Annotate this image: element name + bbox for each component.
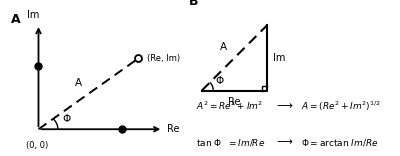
Text: (Re, Im): (Re, Im) xyxy=(146,54,180,63)
Text: Re: Re xyxy=(228,97,240,107)
Text: Φ: Φ xyxy=(62,114,70,124)
Text: A: A xyxy=(75,78,82,88)
Text: (0, 0): (0, 0) xyxy=(26,141,48,150)
Text: B: B xyxy=(189,0,199,8)
Text: Φ: Φ xyxy=(216,76,224,86)
Text: $A = (Re^2 + Im^2)^{1/2}$: $A = (Re^2 + Im^2)^{1/2}$ xyxy=(301,99,381,113)
Text: Re: Re xyxy=(167,124,180,134)
Text: Im: Im xyxy=(273,53,285,63)
Text: ⟶: ⟶ xyxy=(277,137,293,147)
Text: $\Phi = \mathregular{arctan}\ Im/Re$: $\Phi = \mathregular{arctan}\ Im/Re$ xyxy=(301,137,379,148)
Text: A: A xyxy=(11,13,20,26)
Text: $\mathregular{tan}\ \Phi\ \ = Im/Re$: $\mathregular{tan}\ \Phi\ \ = Im/Re$ xyxy=(196,137,266,148)
Text: Im: Im xyxy=(27,10,39,20)
Text: ⟶: ⟶ xyxy=(277,101,293,111)
Text: $A^2 = Re^2 + Im^2$: $A^2 = Re^2 + Im^2$ xyxy=(196,100,264,112)
Text: A: A xyxy=(220,42,227,52)
